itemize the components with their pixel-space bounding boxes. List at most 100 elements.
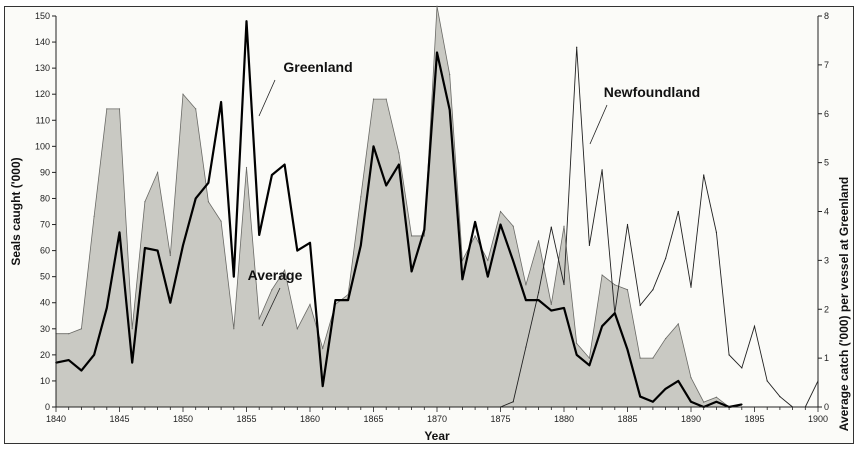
x-tick-label-1845: 1845 [109, 414, 129, 424]
greenland-point-1885 [626, 348, 629, 351]
average-point-1866 [385, 98, 387, 100]
newfoundland-point-1887 [652, 289, 654, 291]
newfoundland-point-1894 [741, 367, 743, 369]
greenland-point-1869 [423, 228, 426, 231]
newfoundland-point-1897 [779, 395, 781, 398]
average-point-1887 [652, 357, 654, 359]
greenland-point-1841 [67, 359, 70, 361]
average-point-1853 [220, 220, 222, 222]
greenland-point-1884 [614, 312, 616, 314]
y-tick-label-60: 60 [40, 246, 50, 256]
average-point-1865 [372, 98, 375, 100]
newfoundland-point-1877 [525, 346, 527, 348]
x-tick-label-1895: 1895 [744, 414, 764, 424]
greenland-point-1880 [563, 307, 565, 309]
greenland-point-1875 [499, 223, 502, 226]
average-point-1873 [474, 235, 476, 237]
newfoundland-point-1885 [626, 223, 629, 226]
newfoundland-point-1876 [512, 401, 514, 403]
average-point-1886 [639, 357, 641, 359]
average-point-1841 [68, 333, 70, 335]
average-point-1869 [423, 235, 425, 237]
average-point-1851 [195, 108, 197, 110]
average-point-1876 [512, 225, 514, 227]
greenland-point-1866 [385, 184, 388, 187]
x-tick-label-1840: 1840 [46, 414, 66, 424]
greenland-point-1876 [512, 260, 514, 262]
x-tick-label-1870: 1870 [427, 414, 447, 424]
greenland-point-1859 [296, 249, 299, 252]
y2-tick-label-4: 4 [824, 207, 829, 217]
average-point-1868 [411, 235, 413, 237]
newfoundland-point-1888 [665, 257, 667, 260]
greenland-point-1894 [741, 403, 743, 406]
newfoundland-point-1879 [550, 226, 552, 228]
greenland-point-1853 [220, 101, 222, 103]
greenland-point-1892 [715, 400, 718, 403]
x-tick-label-1900: 1900 [808, 414, 828, 424]
y-tick-label-110: 110 [36, 115, 50, 125]
annotation-average: Average [248, 267, 303, 283]
annotation-average-leader [261, 287, 281, 327]
y-axis-title: Seals caught ('000) [9, 157, 23, 265]
y2-tick-label-2: 2 [824, 304, 829, 314]
average-point-1858 [284, 269, 286, 271]
x-tick-label-1855: 1855 [236, 414, 256, 424]
greenland-point-1843 [93, 354, 95, 356]
greenland-point-1863 [347, 299, 349, 301]
greenland-point-1844 [106, 307, 108, 309]
greenland-point-1870 [436, 51, 438, 54]
average-point-1881 [576, 342, 578, 345]
greenland-point-1867 [398, 163, 400, 166]
average-point-1846 [131, 328, 133, 330]
newfoundland-point-1893 [728, 354, 730, 356]
greenland-point-1846 [131, 361, 133, 364]
average-point-1883 [601, 274, 603, 276]
average-point-1874 [487, 259, 489, 261]
greenland-point-1865 [372, 145, 375, 148]
newfoundland-point-1886 [639, 304, 641, 306]
greenland-point-1860 [309, 241, 311, 244]
y2-axis-title: Average catch ('000) per vessel at Green… [837, 177, 851, 432]
newfoundland-point-1891 [703, 174, 705, 176]
average-point-1847 [144, 201, 146, 203]
average-point-1867 [398, 152, 400, 154]
average-point-1875 [499, 210, 502, 213]
greenland-point-1877 [525, 299, 527, 301]
average-point-1864 [360, 196, 362, 198]
newfoundland-point-1892 [715, 231, 718, 233]
average-point-1891 [703, 401, 705, 403]
greenland-point-1888 [664, 387, 667, 390]
x-tick-label-1890: 1890 [681, 414, 701, 424]
y2-tick-label-8: 8 [824, 11, 829, 21]
newfoundland-point-1890 [690, 286, 692, 288]
y-tick-label-20: 20 [40, 350, 50, 360]
average-point-1878 [538, 240, 540, 242]
greenland-point-1851 [194, 197, 197, 200]
x-tick-label-1865: 1865 [363, 414, 383, 424]
y2-tick-label-5: 5 [824, 158, 829, 168]
y-tick-label-140: 140 [35, 37, 50, 47]
greenland-point-1850 [182, 244, 184, 247]
greenland-point-1854 [233, 275, 235, 278]
average-point-1884 [614, 284, 616, 286]
newfoundland-point-1895 [753, 325, 756, 327]
y-tick-label-80: 80 [40, 193, 50, 203]
average-point-1882 [588, 357, 591, 359]
average-point-1850 [182, 93, 184, 95]
annotation-greenland-leader [258, 79, 276, 117]
y-tick-label-150: 150 [35, 11, 50, 21]
y2-tick-label-7: 7 [824, 60, 829, 70]
greenland-point-1873 [474, 221, 476, 223]
average-point-1890 [690, 377, 692, 379]
greenland-point-1890 [690, 400, 692, 403]
greenland-point-1882 [588, 364, 591, 367]
greenland-point-1857 [271, 174, 273, 176]
annotation-newfoundland-leader [589, 104, 608, 145]
x-tick-label-1885: 1885 [617, 414, 637, 424]
average-point-1844 [106, 108, 108, 110]
greenland-point-1881 [575, 354, 578, 356]
average-point-1849 [169, 254, 171, 257]
average-point-1859 [296, 328, 298, 330]
y2-tick-label-1: 1 [824, 353, 829, 363]
